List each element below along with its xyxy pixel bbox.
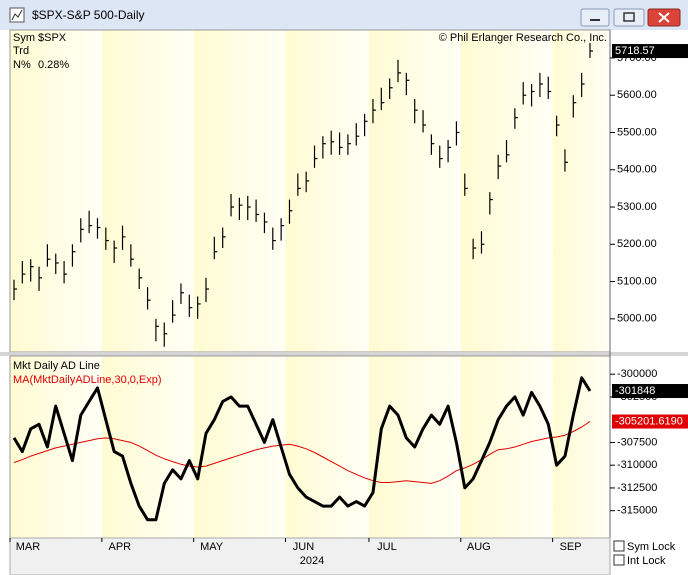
month-band	[460, 30, 553, 538]
info-label: Sym	[13, 32, 35, 44]
month-bands	[10, 30, 610, 538]
month-band	[552, 30, 610, 538]
y-tick-label: -300000	[617, 368, 657, 380]
app-icon-glyph	[11, 9, 23, 21]
y-tick-label: 5600.00	[617, 89, 657, 101]
checkbox[interactable]	[613, 554, 625, 566]
close-glyph	[658, 12, 670, 23]
month-band	[10, 30, 102, 538]
y-tick-label: 5300.00	[617, 201, 657, 213]
checkbox[interactable]	[613, 540, 625, 552]
value-box	[612, 384, 688, 399]
info-value: $SPX	[38, 32, 67, 44]
x-tick-label: SEP	[560, 541, 582, 553]
copyright: © Phil Erlanger Research Co., Inc.	[439, 32, 607, 44]
app-icon	[9, 7, 25, 23]
x-tick-label: MAR	[16, 541, 41, 553]
maximize-button[interactable]	[613, 8, 645, 27]
y-tick-label: -310000	[617, 459, 657, 471]
y-tick-label: 5400.00	[617, 164, 657, 176]
y-tick-label: -312500	[617, 482, 657, 494]
info-label: Trd	[13, 45, 29, 57]
title-bar	[0, 0, 688, 30]
x-tick-label: JUN	[293, 541, 314, 553]
x-axis-strip	[9, 537, 611, 575]
y-tick-label: -315000	[617, 505, 657, 517]
info-value: 0.28%	[38, 59, 69, 71]
value-box	[612, 44, 688, 59]
value-box-label: -301848	[615, 385, 655, 397]
series-line	[12, 376, 592, 522]
checkbox-label[interactable]: Int Lock	[627, 555, 666, 567]
x-tick-label: MAY	[200, 541, 224, 553]
y-tick-label: 5000.00	[617, 313, 657, 325]
month-band	[101, 30, 194, 538]
value-box-label: 5718.57	[615, 45, 655, 57]
month-band	[193, 30, 286, 538]
legend-entry: MA(MktDailyADLine,30,0,Exp)	[13, 374, 162, 386]
x-tick-label: APR	[109, 541, 132, 553]
y-tick-label: 5200.00	[617, 238, 657, 250]
maximize-glyph	[623, 12, 635, 22]
y-tick-label: -307500	[617, 436, 657, 448]
checkbox-label[interactable]: Sym Lock	[627, 541, 676, 553]
window-title: $SPX-S&P 500-Daily	[32, 8, 145, 22]
x-tick-label: AUG	[467, 541, 491, 553]
value-box-label: -305201.6190	[615, 415, 683, 427]
y-tick-label: 5100.00	[617, 275, 657, 287]
info-label: N%	[13, 59, 31, 71]
minimize-button[interactable]	[580, 8, 610, 27]
legend-entry: Mkt Daily AD Line	[13, 360, 100, 372]
x-tick-label: JUL	[377, 541, 397, 553]
panel-separator	[0, 352, 688, 356]
y-tick-label: 5500.00	[617, 126, 657, 138]
month-band	[285, 30, 369, 538]
x-axis-label: 2024	[300, 555, 324, 567]
value-box	[612, 414, 688, 429]
